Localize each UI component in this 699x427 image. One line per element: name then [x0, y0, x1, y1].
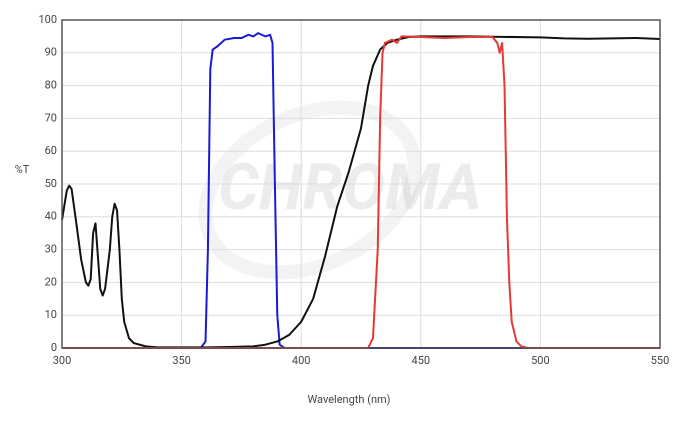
y-tick-label: 0	[51, 341, 57, 354]
y-tick-label: 70	[45, 111, 57, 124]
y-tick-label: 10	[45, 308, 57, 321]
y-tick-label: 40	[45, 210, 57, 223]
y-tick-label: 60	[45, 144, 57, 157]
y-tick-label: 100	[38, 13, 57, 26]
y-axis-label: %T	[15, 163, 30, 176]
watermark: CHROMA	[198, 100, 482, 280]
x-tick-label: 300	[53, 354, 72, 367]
x-tick-label: 400	[292, 354, 311, 367]
watermark-text: CHROMA	[218, 150, 482, 225]
y-tick-label: 20	[45, 275, 57, 288]
x-tick-label: 350	[172, 354, 191, 367]
x-axis-label: Wavelength (nm)	[307, 393, 390, 406]
series-line	[62, 35, 660, 349]
x-tick-label: 450	[412, 354, 431, 367]
series-line	[62, 32, 660, 349]
x-tick-label: 550	[651, 354, 670, 367]
y-tick-label: 30	[45, 243, 57, 256]
y-tick-label: 80	[45, 79, 57, 92]
y-tick-label: 50	[45, 177, 57, 190]
y-tick-label: 90	[45, 46, 57, 59]
plot-frame	[61, 19, 661, 349]
watermark-swoosh	[198, 100, 422, 280]
x-tick-label: 500	[531, 354, 550, 367]
